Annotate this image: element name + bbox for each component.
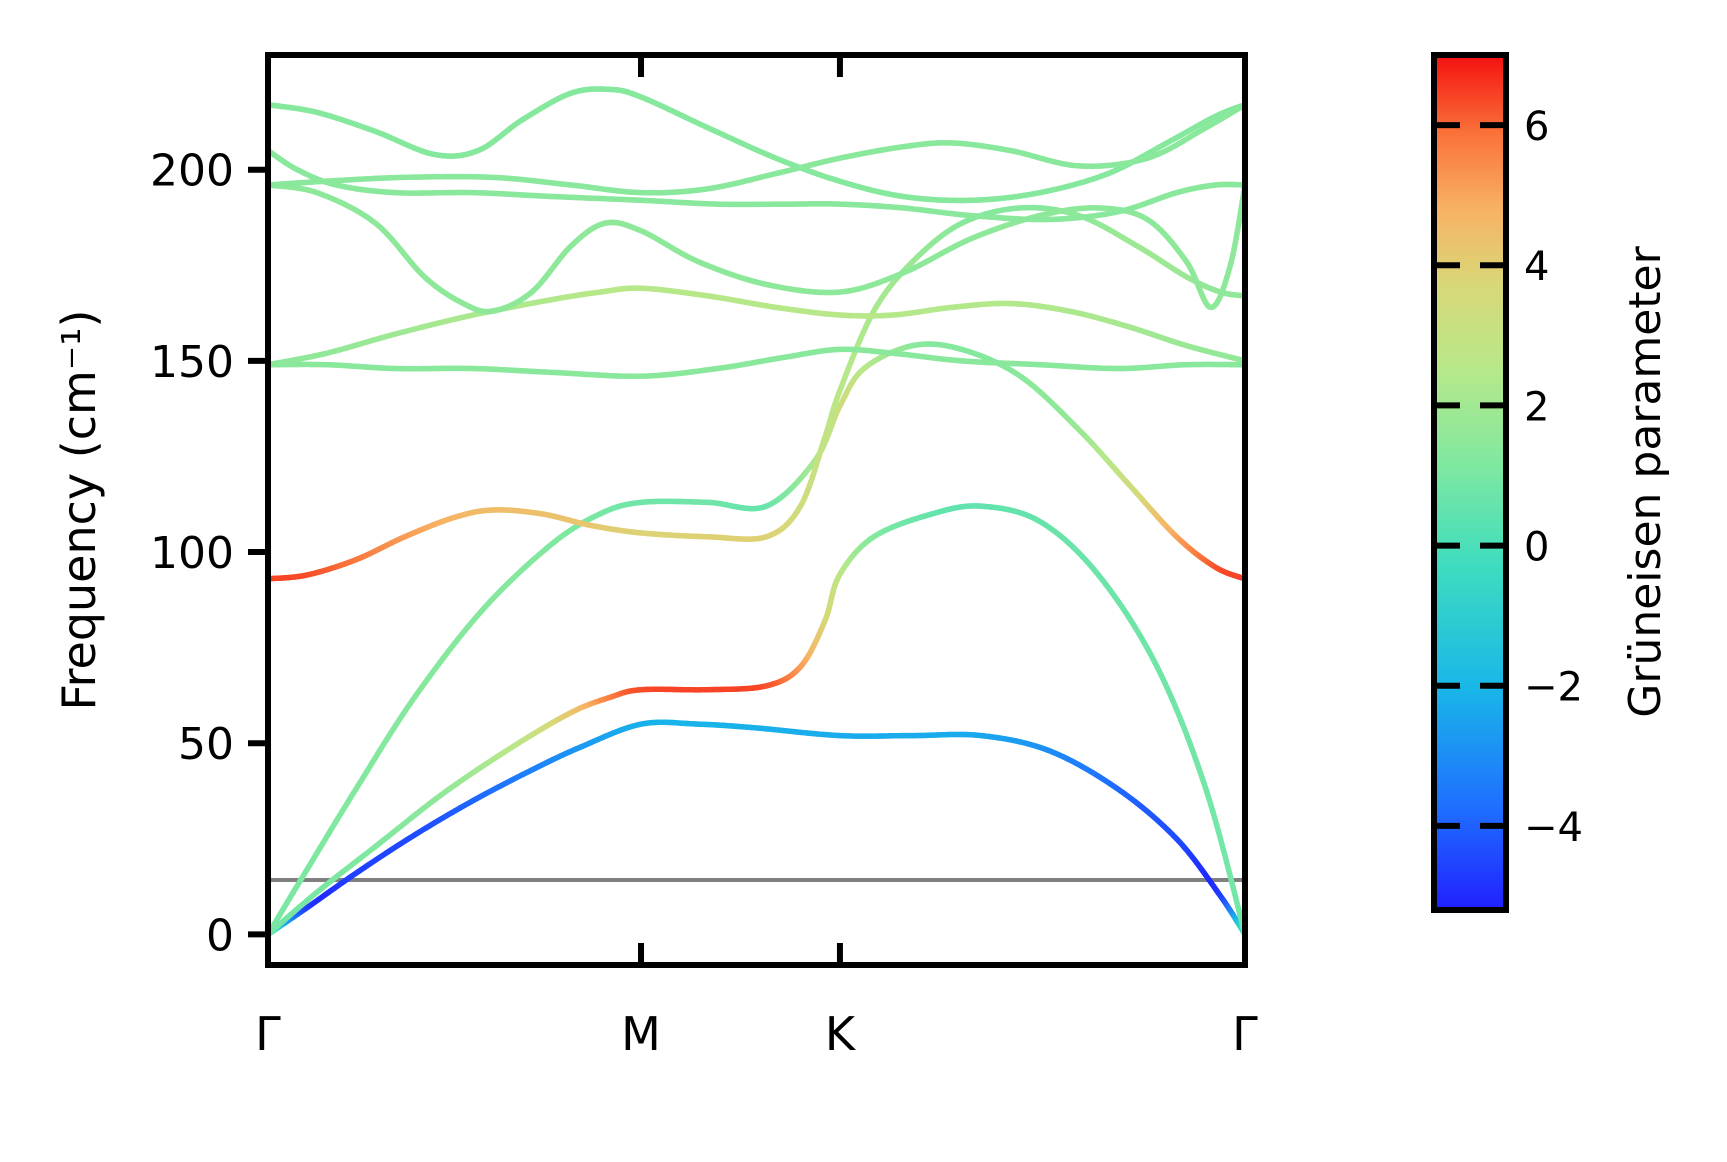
colorbar-tick-label: 0	[1524, 525, 1549, 571]
band-curve	[268, 503, 1245, 938]
colorbar-tick-label: 6	[1524, 104, 1549, 150]
band-curve	[268, 147, 1245, 223]
colorbar-tick-label: 4	[1524, 244, 1549, 290]
colorbar-ticks: 6 4 2 0 −2 −4	[1434, 104, 1583, 851]
band-curve	[268, 86, 1245, 204]
colorbar-title: Grüneisen parameter	[1620, 245, 1671, 717]
plot-spines	[265, 52, 1248, 968]
x-tick-label-K: K	[825, 1007, 857, 1061]
y-tick-label: 100	[150, 528, 234, 579]
x-tick-label-Γ: Γ	[255, 1007, 281, 1061]
y-tick-label: 150	[150, 337, 234, 388]
colorbar-tick-label: 2	[1524, 384, 1549, 430]
band-curve	[268, 346, 1245, 380]
band-curves-group	[268, 86, 1245, 938]
band-curve	[268, 204, 1245, 582]
colorbar-tick-label: −4	[1524, 805, 1583, 851]
colorbar-gradient[interactable]	[1431, 52, 1509, 913]
axes-frame	[265, 52, 1248, 968]
band-curve	[268, 719, 1245, 938]
y-tick-label: 200	[150, 146, 234, 197]
band-curve	[268, 101, 1245, 196]
band-curve	[268, 182, 1245, 315]
x-tick-label-Γ: Γ	[1232, 1007, 1258, 1061]
y-tick-label: 0	[206, 910, 234, 961]
y-axis-label: Frequency (cm⁻¹)	[52, 310, 106, 711]
band-curve	[268, 285, 1245, 368]
y-tick-label: 50	[178, 719, 234, 770]
x-tick-label-M: M	[621, 1007, 661, 1061]
colorbar-group[interactable]: 6 4 2 0 −2 −4 Grüneisen parameter	[1431, 52, 1671, 913]
colorbar-tick-label: −2	[1524, 665, 1583, 711]
y-axis-ticks: 0 50 100 150 200	[150, 146, 268, 961]
